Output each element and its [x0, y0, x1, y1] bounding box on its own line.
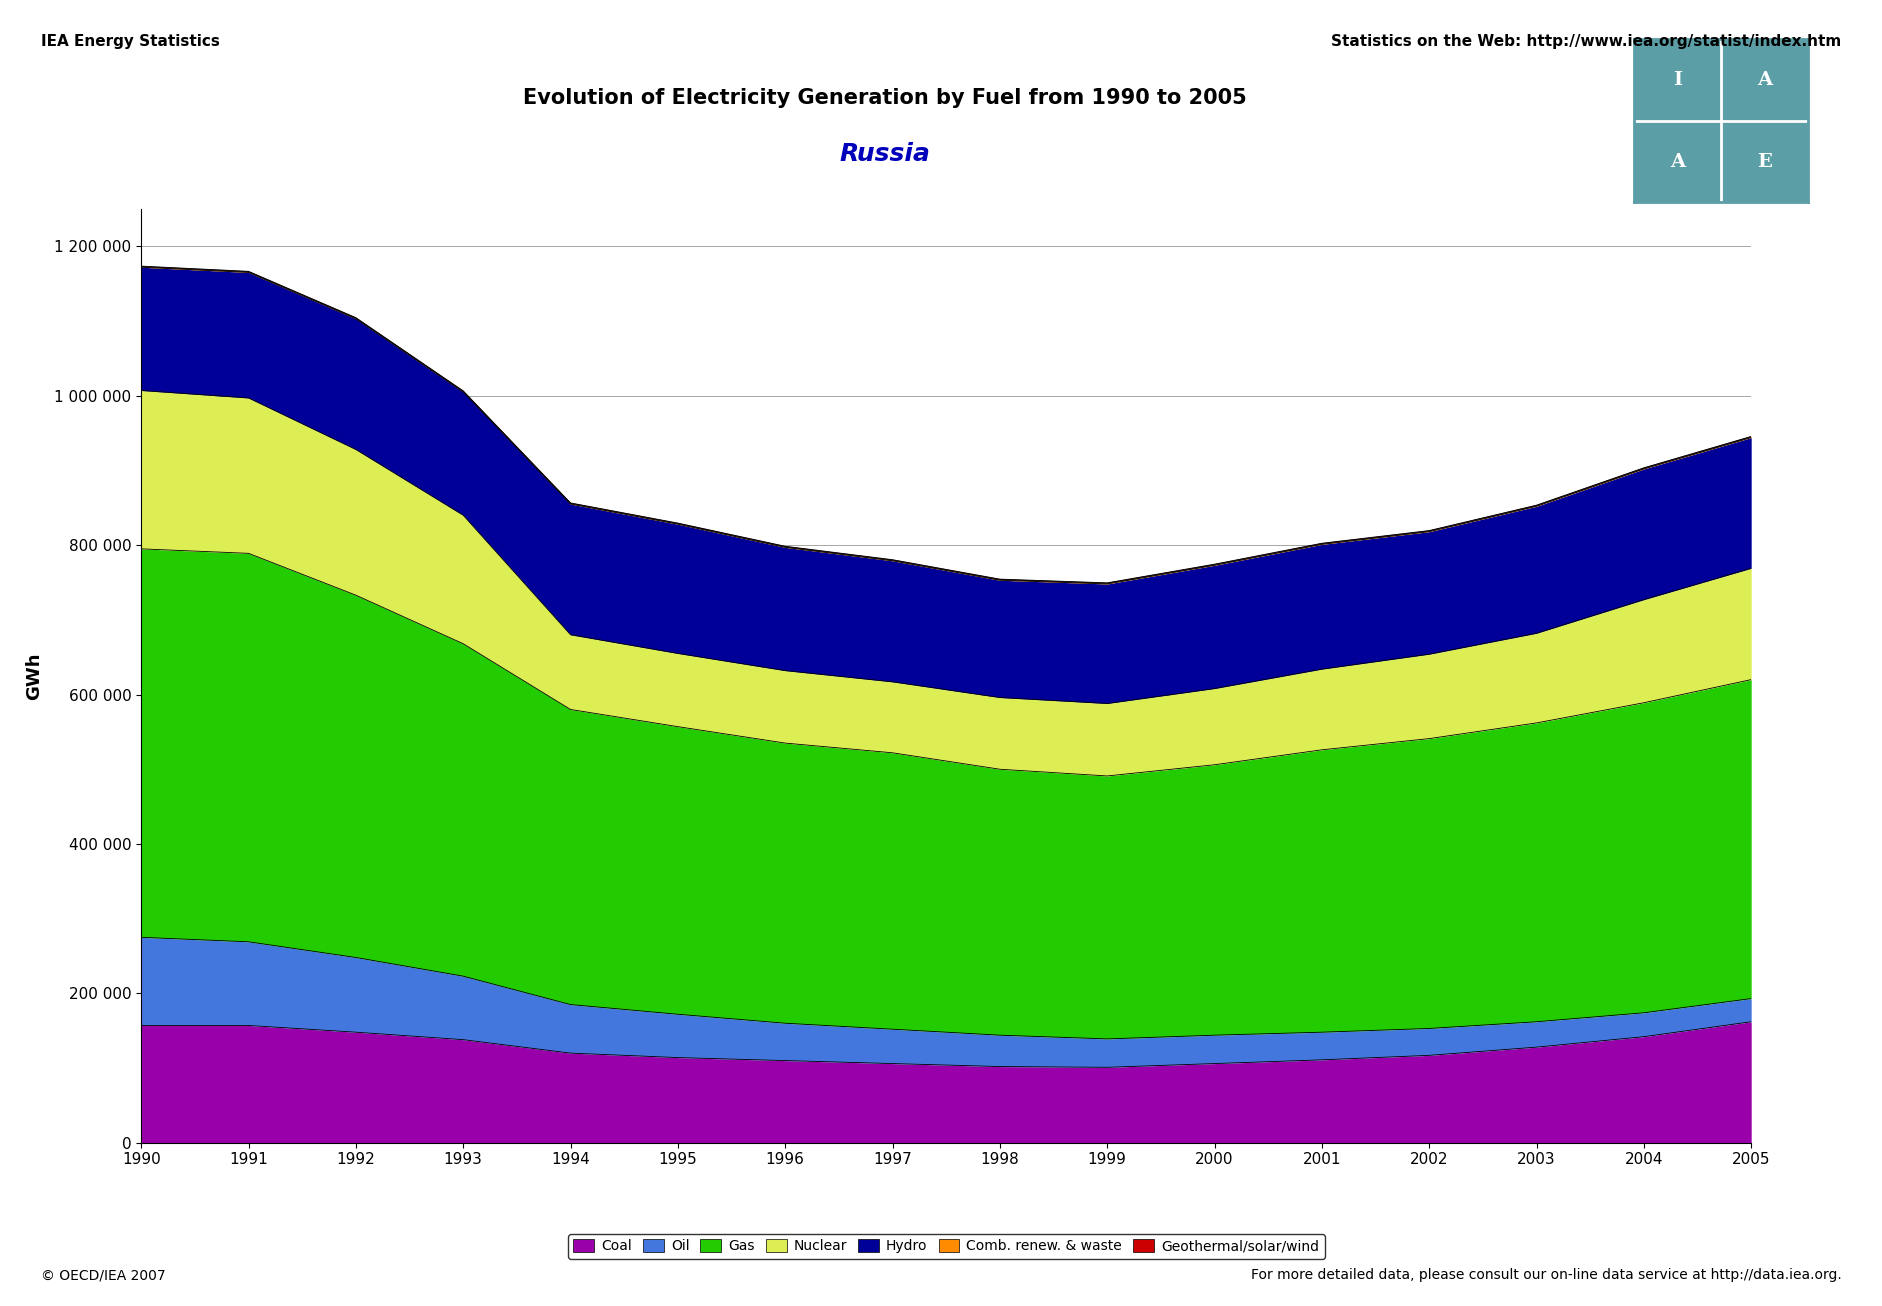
Text: A: A	[1669, 153, 1684, 171]
Text: © OECD/IEA 2007: © OECD/IEA 2007	[41, 1268, 166, 1282]
Text: A: A	[1756, 71, 1771, 89]
Legend: Coal, Oil, Gas, Nuclear, Hydro, Comb. renew. & waste, Geothermal/solar/wind: Coal, Oil, Gas, Nuclear, Hydro, Comb. re…	[568, 1234, 1323, 1259]
Text: E: E	[1756, 153, 1771, 171]
Y-axis label: GWh: GWh	[24, 652, 43, 700]
Bar	[1634, 39, 1807, 121]
Text: For more detailed data, please consult our on-line data service at http://data.i: For more detailed data, please consult o…	[1250, 1268, 1841, 1282]
Text: IEA Energy Statistics: IEA Energy Statistics	[41, 34, 220, 48]
Text: Evolution of Electricity Generation by Fuel from 1990 to 2005: Evolution of Electricity Generation by F…	[523, 88, 1246, 108]
Text: I: I	[1673, 71, 1681, 89]
Bar	[1634, 121, 1807, 202]
Text: Statistics on the Web: http://www.iea.org/statist/index.htm: Statistics on the Web: http://www.iea.or…	[1331, 34, 1841, 48]
Text: Russia: Russia	[839, 142, 930, 166]
